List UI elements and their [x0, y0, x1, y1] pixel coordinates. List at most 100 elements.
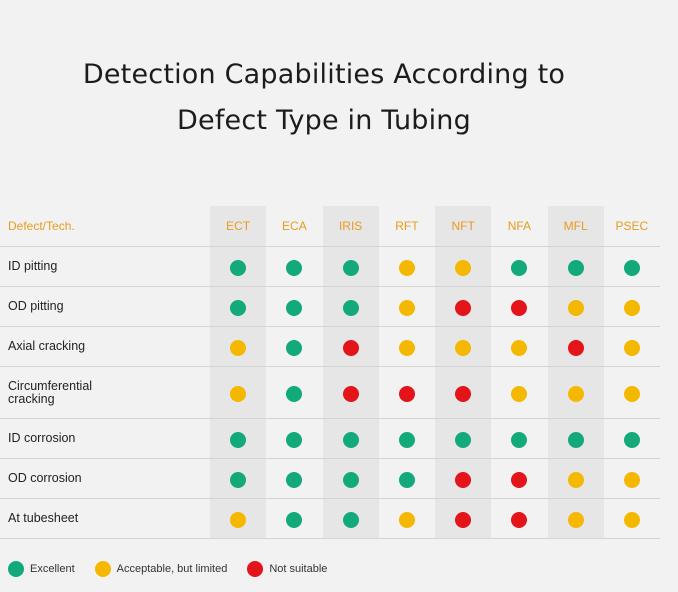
table-row: OD pitting: [0, 286, 660, 327]
excellent-dot-icon: [398, 431, 415, 448]
rating-cell: [322, 246, 379, 287]
rating-cell: [322, 418, 379, 459]
rating-cell: [491, 498, 548, 539]
rating-cell: [491, 246, 548, 287]
table-row: ID corrosion: [0, 418, 660, 459]
rating-cell: [266, 286, 323, 327]
excellent-dot-icon: [286, 431, 303, 448]
defect-label: OD pitting: [8, 299, 64, 313]
rating-cell: [603, 326, 660, 367]
acceptable-dot-icon: [567, 511, 584, 528]
defect-label-cell: Circumferential cracking: [0, 366, 210, 419]
rating-cell: [435, 418, 492, 459]
tech-header-eca: ECA: [266, 206, 323, 247]
excellent-dot-icon: [567, 259, 584, 276]
rating-cell: [435, 286, 492, 327]
rating-cell: [378, 458, 435, 499]
title-line-2: Defect Type in Tubing: [177, 105, 471, 136]
acceptable-dot-icon: [230, 385, 247, 402]
excellent-dot-icon: [342, 511, 359, 528]
defect-label-cell: OD pitting: [0, 286, 210, 327]
excellent-dot-icon: [230, 471, 247, 488]
rating-cell: [435, 366, 492, 419]
tech-header-psec: PSEC: [603, 206, 660, 247]
rating-cell: [491, 458, 548, 499]
excellent-dot-icon: [567, 431, 584, 448]
excellent-dot-icon: [230, 299, 247, 316]
acceptable-dot-icon: [94, 561, 111, 577]
legend-label-acceptable: Acceptable, but limited: [116, 563, 228, 575]
rating-cell: [547, 326, 604, 367]
rating-cell: [378, 418, 435, 459]
excellent-dot-icon: [286, 471, 303, 488]
rating-cell: [603, 286, 660, 327]
table-row: ID pitting: [0, 246, 660, 287]
table-row: At tubesheet: [0, 498, 660, 539]
rating-cell: [547, 418, 604, 459]
excellent-dot-icon: [342, 299, 359, 316]
rating-cell: [378, 366, 435, 419]
legend-label-not-suitable: Not suitable: [269, 563, 328, 575]
rating-cell: [435, 246, 492, 287]
not-suitable-dot-icon: [455, 299, 472, 316]
excellent-dot-icon: [230, 431, 247, 448]
excellent-dot-icon: [8, 561, 24, 577]
excellent-dot-icon: [286, 259, 303, 276]
rating-cell: [210, 458, 267, 499]
legend-label-excellent: Excellent: [30, 563, 75, 575]
defect-label-cell: ID corrosion: [0, 418, 210, 459]
tech-header-nfa: NFA: [491, 206, 548, 247]
capability-table: Defect/Tech. ECT ECA IRIS RFT NFT NFA MF…: [0, 206, 660, 539]
excellent-dot-icon: [286, 385, 303, 402]
rating-cell: [435, 326, 492, 367]
not-suitable-dot-icon: [567, 339, 584, 356]
not-suitable-dot-icon: [511, 299, 528, 316]
rating-cell: [210, 498, 267, 539]
rating-cell: [547, 366, 604, 419]
acceptable-dot-icon: [567, 471, 584, 488]
title-line-1: Detection Capabilities According to: [82, 59, 566, 90]
rating-cell: [435, 498, 492, 539]
legend-item-excellent: Excellent: [8, 561, 75, 577]
rating-cell: [322, 326, 379, 367]
excellent-dot-icon: [286, 511, 303, 528]
table-body: ID pitting OD pitting Axial cracking Circum…: [0, 246, 660, 539]
defect-label: At tubesheet: [8, 511, 79, 525]
rating-cell: [491, 366, 548, 419]
table-row: OD corrosion: [0, 458, 660, 499]
acceptable-dot-icon: [455, 259, 472, 276]
rating-cell: [378, 246, 435, 287]
not-suitable-dot-icon: [247, 561, 264, 577]
rating-cell: [266, 246, 323, 287]
rating-cell: [435, 458, 492, 499]
table-row: Axial cracking: [0, 326, 660, 367]
rating-cell: [210, 418, 267, 459]
acceptable-dot-icon: [398, 511, 415, 528]
rating-cell: [322, 286, 379, 327]
rating-cell: [322, 366, 379, 419]
tech-header-rft: RFT: [378, 206, 435, 247]
excellent-dot-icon: [342, 259, 359, 276]
excellent-dot-icon: [511, 259, 528, 276]
rating-cell: [378, 498, 435, 539]
rating-cell: [603, 498, 660, 539]
excellent-dot-icon: [623, 259, 640, 276]
defect-label-cell: Axial cracking: [0, 326, 210, 367]
rating-cell: [210, 326, 267, 367]
not-suitable-dot-icon: [398, 385, 415, 402]
acceptable-dot-icon: [398, 339, 415, 356]
defect-label-cell: OD corrosion: [0, 458, 210, 499]
rating-cell: [547, 498, 604, 539]
excellent-dot-icon: [342, 471, 359, 488]
defect-label: Axial cracking: [8, 339, 86, 353]
excellent-dot-icon: [511, 431, 528, 448]
rating-cell: [322, 458, 379, 499]
header-row: Defect/Tech. ECT ECA IRIS RFT NFT NFA MF…: [0, 206, 660, 247]
tech-header-ect: ECT: [210, 206, 267, 247]
rating-cell: [378, 286, 435, 327]
rating-cell: [547, 458, 604, 499]
rating-cell: [266, 498, 323, 539]
acceptable-dot-icon: [230, 339, 247, 356]
defect-label: ID pitting: [8, 259, 58, 273]
rating-cell: [547, 246, 604, 287]
